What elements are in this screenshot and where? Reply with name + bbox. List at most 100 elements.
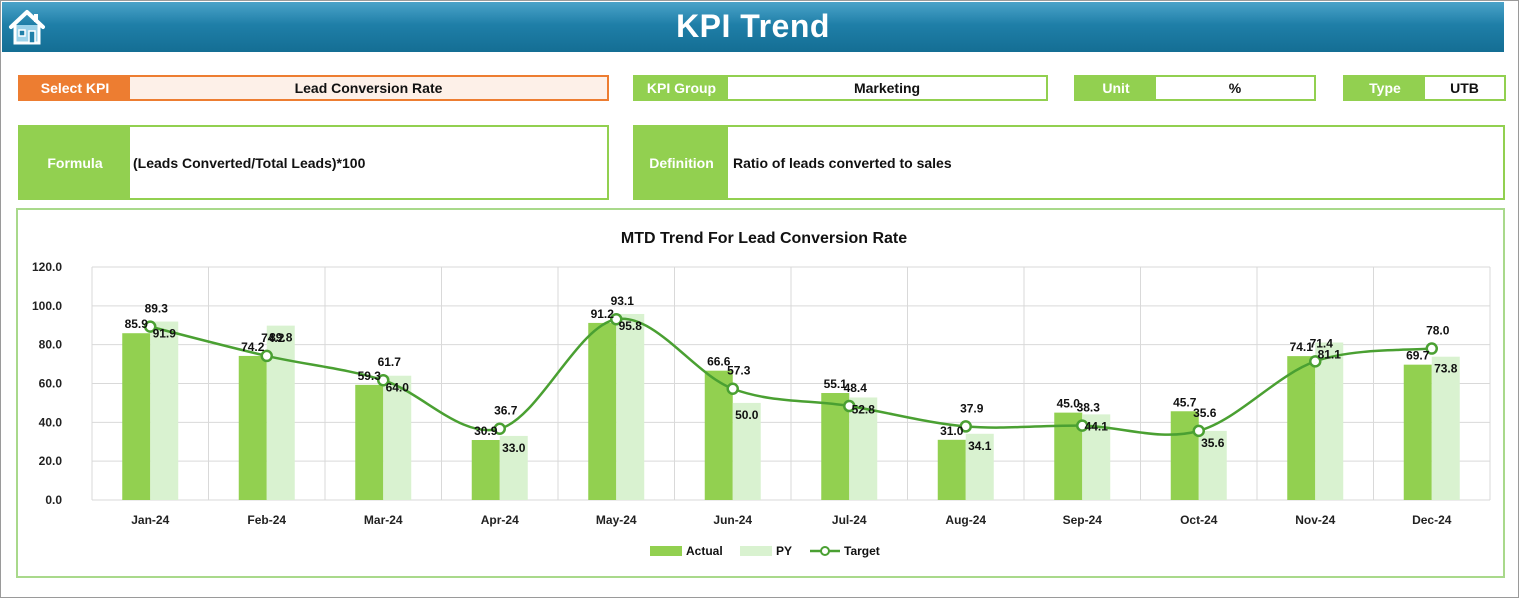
type-label: Type — [1345, 77, 1425, 99]
py-data-label: 73.8 — [1434, 362, 1458, 376]
x-tick-label: Apr-24 — [481, 513, 519, 527]
target-point — [260, 349, 273, 363]
actual-bar — [588, 322, 617, 500]
py-data-label: 52.8 — [852, 402, 876, 416]
py-bar — [1315, 342, 1344, 500]
x-tick-label: Jul-24 — [832, 513, 867, 527]
y-tick-label: 100.0 — [32, 299, 62, 313]
py-bar — [1198, 430, 1227, 500]
py-bar — [849, 397, 878, 500]
py-data-label: 35.6 — [1201, 436, 1225, 450]
legend-target-marker — [820, 546, 830, 556]
type-field: Type UTB — [1343, 75, 1506, 101]
chart-legend: Actual PY Target — [650, 544, 880, 558]
target-point — [1192, 424, 1205, 438]
target-point — [493, 422, 506, 435]
legend-actual-swatch — [650, 546, 682, 556]
x-tick-label: Oct-24 — [1180, 513, 1218, 527]
x-tick-label: Feb-24 — [247, 513, 286, 527]
y-tick-label: 60.0 — [39, 377, 63, 391]
py-data-label: 33.0 — [502, 441, 526, 455]
target-point — [1309, 355, 1322, 368]
y-tick-label: 80.0 — [39, 338, 63, 352]
actual-data-label: 74.1 — [1290, 340, 1314, 354]
header-bar: KPI Trend — [2, 2, 1504, 52]
actual-bar — [1170, 411, 1199, 500]
target-data-label: 38.3 — [1077, 401, 1101, 415]
kpi-group-label: KPI Group — [635, 77, 728, 99]
target-point — [843, 399, 856, 413]
actual-data-label: 66.6 — [707, 355, 731, 369]
actual-bar — [937, 439, 966, 500]
target-data-label: 57.3 — [727, 364, 751, 378]
actual-bar — [122, 333, 151, 500]
py-bar — [965, 433, 994, 500]
py-data-label: 81.1 — [1318, 348, 1342, 362]
target-data-label: 78.0 — [1426, 324, 1450, 338]
home-button[interactable] — [6, 6, 48, 48]
unit-value: % — [1156, 77, 1314, 99]
chart-area: MTD Trend For Lead Conversion Rate 0.0 20… — [16, 208, 1505, 578]
target-point — [726, 382, 739, 395]
definition-value: Ratio of leads converted to sales — [733, 154, 952, 171]
target-point — [610, 312, 623, 326]
actual-bar — [238, 355, 267, 500]
kpi-trend-chart: MTD Trend For Lead Conversion Rate 0.0 20… — [32, 230, 1491, 558]
legend-actual-label: Actual — [686, 544, 723, 558]
target-point — [959, 420, 972, 433]
py-bar — [616, 313, 645, 500]
actual-data-label: 59.3 — [358, 369, 382, 383]
type-value: UTB — [1425, 77, 1504, 99]
py-bar — [1431, 356, 1460, 500]
x-tick-label: Aug-24 — [945, 513, 986, 527]
chart-title: MTD Trend For Lead Conversion Rate — [621, 230, 907, 247]
formula-box: Formula (Leads Converted/Total Leads)*10… — [18, 125, 609, 200]
actual-data-label: 85.9 — [125, 317, 149, 331]
target-point — [1425, 342, 1438, 355]
actual-data-label: 45.0 — [1057, 397, 1081, 411]
py-data-label: 91.9 — [153, 327, 177, 341]
target-data-label: 37.9 — [960, 401, 984, 415]
legend-py-swatch — [740, 546, 772, 556]
target-data-label: 35.6 — [1193, 406, 1217, 420]
x-tick-label: May-24 — [596, 513, 637, 527]
target-point — [377, 373, 390, 387]
definition-label: Definition — [635, 127, 728, 198]
actual-data-label: 45.7 — [1173, 395, 1197, 409]
actual-bar — [1403, 364, 1432, 500]
target-data-label: 48.4 — [844, 381, 868, 395]
actual-data-label: 74.2 — [241, 340, 265, 354]
x-tick-label: Nov-24 — [1295, 513, 1335, 527]
select-kpi-field[interactable]: Select KPI Lead Conversion Rate — [18, 75, 609, 101]
actual-bar — [821, 393, 850, 500]
y-tick-label: 40.0 — [39, 415, 63, 429]
legend-target-label: Target — [844, 544, 880, 558]
target-data-label: 61.7 — [378, 355, 402, 369]
page-title: KPI Trend — [676, 8, 830, 44]
legend-py-label: PY — [776, 544, 792, 558]
target-point — [1076, 419, 1089, 432]
y-tick-label: 0.0 — [45, 493, 62, 507]
actual-bar — [355, 384, 384, 500]
target-data-label: 36.7 — [494, 404, 518, 418]
y-tick-label: 20.0 — [39, 454, 63, 468]
kpi-group-field: KPI Group Marketing — [633, 75, 1048, 101]
x-tick-label: Mar-24 — [364, 513, 403, 527]
actual-data-label: 69.7 — [1406, 349, 1430, 363]
actual-data-label: 55.1 — [824, 377, 848, 391]
py-data-label: 44.1 — [1085, 419, 1109, 433]
home-icon — [9, 10, 45, 45]
actual-bar — [471, 440, 500, 500]
unit-label: Unit — [1076, 77, 1156, 99]
py-bar — [732, 402, 761, 500]
actual-data-label: 30.9 — [474, 424, 498, 438]
select-kpi-dropdown[interactable]: Lead Conversion Rate — [130, 77, 607, 99]
py-bar — [150, 321, 179, 500]
x-tick-label: Dec-24 — [1412, 513, 1452, 527]
py-data-label: 89.8 — [269, 331, 293, 345]
py-data-label: 95.8 — [619, 319, 643, 333]
select-kpi-label: Select KPI — [20, 77, 130, 99]
formula-label: Formula — [20, 127, 130, 198]
definition-box: Definition Ratio of leads converted to s… — [633, 125, 1505, 200]
target-data-label: 89.3 — [145, 302, 169, 316]
